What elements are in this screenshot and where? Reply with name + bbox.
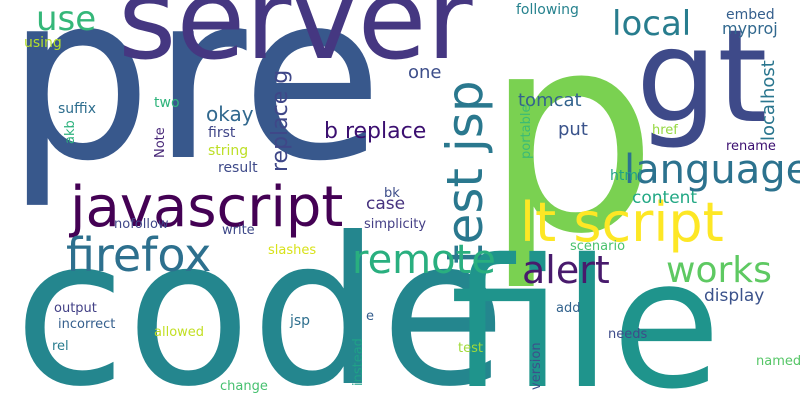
word: first xyxy=(208,125,236,141)
word: remote xyxy=(352,237,496,283)
word: alert xyxy=(522,248,610,292)
word: myproj xyxy=(722,19,778,38)
word: instead xyxy=(351,338,366,386)
word: portable xyxy=(519,104,534,159)
word: okay xyxy=(206,102,254,126)
word: language xyxy=(624,147,800,193)
word: pre xyxy=(6,0,384,212)
word: replace g xyxy=(268,69,293,172)
word: works xyxy=(666,250,772,291)
word: following xyxy=(516,2,579,18)
word: akb xyxy=(63,120,78,144)
word: two xyxy=(154,95,180,111)
word: one xyxy=(408,62,442,83)
word: href xyxy=(652,123,678,138)
word: allowed xyxy=(154,325,205,340)
word: needs xyxy=(608,327,648,342)
word: local xyxy=(612,4,692,44)
word: firefox xyxy=(66,228,212,282)
word: scenario xyxy=(570,239,626,254)
word: html xyxy=(610,168,642,184)
word: add xyxy=(556,301,581,316)
word: version xyxy=(529,342,544,390)
word: b replace xyxy=(324,119,427,144)
word: jsp xyxy=(290,313,311,329)
word: rename xyxy=(726,139,776,154)
word: content xyxy=(632,188,698,208)
word: named xyxy=(756,354,800,369)
word: slashes xyxy=(268,243,317,258)
word: e xyxy=(366,309,374,324)
word: change xyxy=(220,379,268,394)
word: output xyxy=(54,301,97,316)
word: display xyxy=(704,286,765,306)
word: write xyxy=(222,223,255,238)
word: put xyxy=(558,119,588,140)
word: test xyxy=(458,341,483,356)
word: simplicity xyxy=(364,217,427,232)
word: gt xyxy=(636,3,768,152)
word: string xyxy=(208,143,249,159)
word: incorrect xyxy=(58,317,116,332)
word: nofollow xyxy=(114,217,169,232)
word: code xyxy=(14,195,506,400)
word: server xyxy=(118,0,473,85)
word: javascript xyxy=(70,175,344,240)
word: embed xyxy=(726,7,775,23)
word: tomcat xyxy=(518,90,582,111)
word: suffix xyxy=(58,101,96,117)
word: p xyxy=(484,0,658,294)
word: case xyxy=(366,194,406,214)
word: result xyxy=(218,160,258,176)
word: lt script xyxy=(520,191,724,254)
word: file xyxy=(450,221,722,400)
word: rel xyxy=(52,339,69,354)
word: localhost xyxy=(758,60,779,141)
word: Note xyxy=(153,127,168,158)
word: using xyxy=(24,35,62,51)
word: bk xyxy=(384,186,400,201)
word: use xyxy=(36,0,97,39)
